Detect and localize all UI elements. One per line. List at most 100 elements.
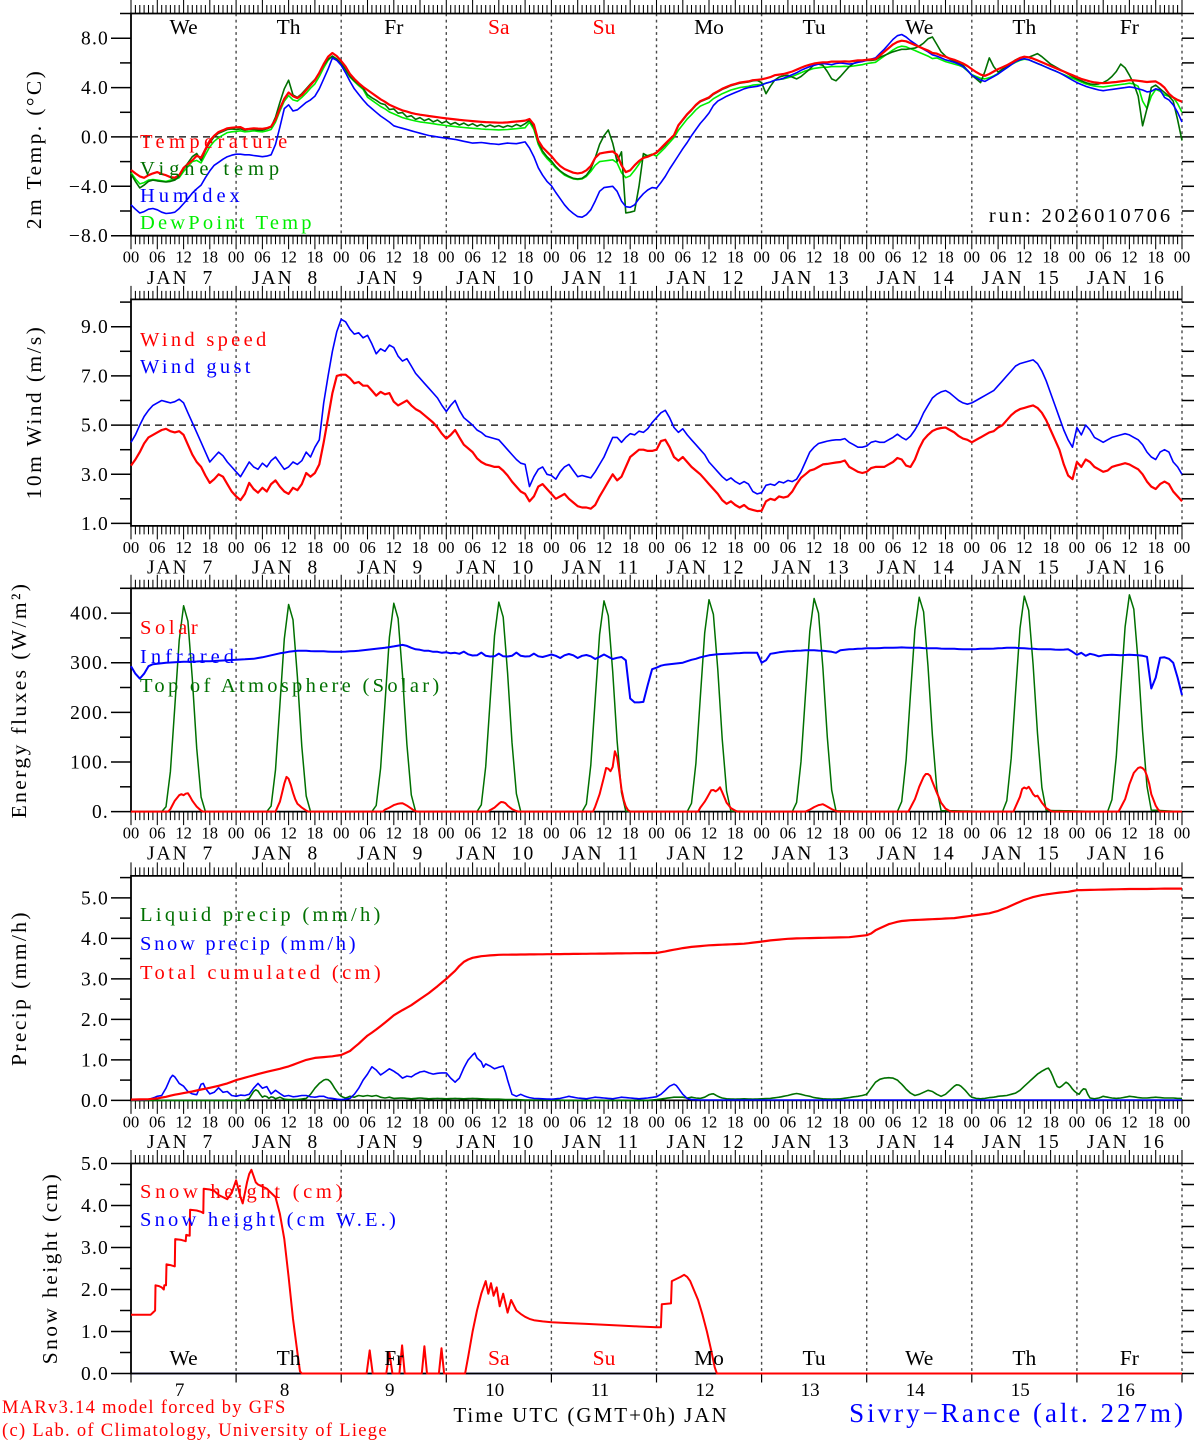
svg-text:12: 12 xyxy=(175,538,192,557)
svg-text:12: 12 xyxy=(1016,824,1033,843)
svg-text:06: 06 xyxy=(1095,248,1112,267)
svg-text:JAN 10: JAN 10 xyxy=(456,843,535,864)
svg-text:12: 12 xyxy=(1016,538,1033,557)
svg-text:06: 06 xyxy=(569,824,586,843)
svg-text:18: 18 xyxy=(202,1112,219,1131)
svg-text:12: 12 xyxy=(280,538,297,557)
svg-text:00: 00 xyxy=(438,1112,455,1131)
svg-text:00: 00 xyxy=(228,1112,245,1131)
svg-text:06: 06 xyxy=(780,248,797,267)
svg-text:18: 18 xyxy=(937,248,954,267)
svg-text:12: 12 xyxy=(701,538,718,557)
svg-text:06: 06 xyxy=(254,824,271,843)
svg-text:JAN 14: JAN 14 xyxy=(877,843,956,864)
svg-text:00: 00 xyxy=(438,248,455,267)
svg-text:We: We xyxy=(905,1346,933,1370)
svg-text:Tu: Tu xyxy=(803,15,826,39)
svg-text:Sivry−Rance (alt. 227m): Sivry−Rance (alt. 227m) xyxy=(849,1398,1186,1428)
svg-text:18: 18 xyxy=(412,824,429,843)
svg-text:JAN 9: JAN 9 xyxy=(357,558,424,579)
svg-text:0.0: 0.0 xyxy=(81,1364,109,1385)
svg-text:12: 12 xyxy=(491,1112,508,1131)
svg-text:JAN 7: JAN 7 xyxy=(147,268,214,289)
svg-text:06: 06 xyxy=(359,824,376,843)
svg-text:06: 06 xyxy=(359,248,376,267)
svg-text:06: 06 xyxy=(675,1112,692,1131)
svg-text:3.0: 3.0 xyxy=(81,969,109,990)
svg-text:00: 00 xyxy=(753,824,770,843)
svg-text:00: 00 xyxy=(964,824,981,843)
svg-text:06: 06 xyxy=(464,1112,481,1131)
svg-text:18: 18 xyxy=(937,1112,954,1131)
svg-text:Snow height (cm): Snow height (cm) xyxy=(38,1172,62,1364)
svg-text:06: 06 xyxy=(464,248,481,267)
svg-text:8.0: 8.0 xyxy=(81,29,109,50)
svg-text:00: 00 xyxy=(1174,824,1191,843)
svg-text:Infrared: Infrared xyxy=(140,646,238,668)
svg-text:06: 06 xyxy=(885,538,902,557)
svg-text:00: 00 xyxy=(648,1112,665,1131)
svg-text:00: 00 xyxy=(333,248,350,267)
svg-text:00: 00 xyxy=(1069,538,1086,557)
svg-text:Tu: Tu xyxy=(803,1346,826,1370)
svg-text:0.0: 0.0 xyxy=(81,1091,109,1112)
svg-text:JAN 11: JAN 11 xyxy=(562,558,640,579)
svg-text:DewPoint Temp: DewPoint Temp xyxy=(140,212,315,234)
svg-text:06: 06 xyxy=(675,824,692,843)
svg-text:00: 00 xyxy=(543,1112,560,1131)
svg-text:18: 18 xyxy=(307,248,324,267)
svg-text:00: 00 xyxy=(333,1112,350,1131)
svg-text:06: 06 xyxy=(149,248,166,267)
svg-text:Fr: Fr xyxy=(1120,15,1139,39)
svg-text:00: 00 xyxy=(228,248,245,267)
svg-text:12: 12 xyxy=(280,1112,297,1131)
svg-text:12: 12 xyxy=(280,248,297,267)
svg-text:5.0: 5.0 xyxy=(81,1154,109,1175)
svg-text:06: 06 xyxy=(1095,824,1112,843)
svg-text:18: 18 xyxy=(1147,248,1164,267)
svg-text:06: 06 xyxy=(885,1112,902,1131)
svg-text:Sa: Sa xyxy=(488,15,510,39)
svg-text:18: 18 xyxy=(1147,1112,1164,1131)
svg-text:JAN 8: JAN 8 xyxy=(252,268,319,289)
svg-text:12: 12 xyxy=(1121,824,1138,843)
svg-text:JAN 13: JAN 13 xyxy=(772,558,851,579)
svg-text:12: 12 xyxy=(911,1112,928,1131)
svg-text:12: 12 xyxy=(1121,248,1138,267)
svg-text:Precip (mm/h): Precip (mm/h) xyxy=(7,910,31,1066)
svg-text:11: 11 xyxy=(591,1380,609,1401)
svg-text:00: 00 xyxy=(648,824,665,843)
svg-text:12: 12 xyxy=(386,248,403,267)
svg-text:18: 18 xyxy=(832,538,849,557)
svg-text:18: 18 xyxy=(202,538,219,557)
svg-text:00: 00 xyxy=(1174,1112,1191,1131)
svg-text:06: 06 xyxy=(569,1112,586,1131)
svg-text:00: 00 xyxy=(1069,824,1086,843)
svg-text:JAN 12: JAN 12 xyxy=(666,1132,745,1153)
svg-text:06: 06 xyxy=(990,824,1007,843)
svg-text:18: 18 xyxy=(1042,1112,1059,1131)
svg-text:JAN 11: JAN 11 xyxy=(562,1132,640,1153)
svg-text:16: 16 xyxy=(1116,1380,1135,1401)
svg-text:00: 00 xyxy=(964,248,981,267)
svg-text:12: 12 xyxy=(175,1112,192,1131)
svg-text:MARv3.14 model forced by GFS: MARv3.14 model forced by GFS xyxy=(2,1398,287,1418)
svg-text:18: 18 xyxy=(727,1112,744,1131)
svg-text:00: 00 xyxy=(1069,248,1086,267)
svg-text:0.: 0. xyxy=(92,802,109,823)
svg-text:18: 18 xyxy=(622,248,639,267)
svg-text:18: 18 xyxy=(727,248,744,267)
svg-text:18: 18 xyxy=(307,538,324,557)
svg-text:8: 8 xyxy=(280,1380,290,1401)
svg-text:9: 9 xyxy=(385,1380,395,1401)
svg-text:12: 12 xyxy=(386,1112,403,1131)
svg-text:JAN 11: JAN 11 xyxy=(562,843,640,864)
svg-text:12: 12 xyxy=(806,1112,823,1131)
svg-text:00: 00 xyxy=(543,248,560,267)
svg-text:06: 06 xyxy=(149,1112,166,1131)
svg-text:12: 12 xyxy=(175,824,192,843)
svg-text:18: 18 xyxy=(1042,538,1059,557)
svg-text:00: 00 xyxy=(1069,1112,1086,1131)
svg-text:JAN 11: JAN 11 xyxy=(562,268,640,289)
svg-text:12: 12 xyxy=(1016,248,1033,267)
